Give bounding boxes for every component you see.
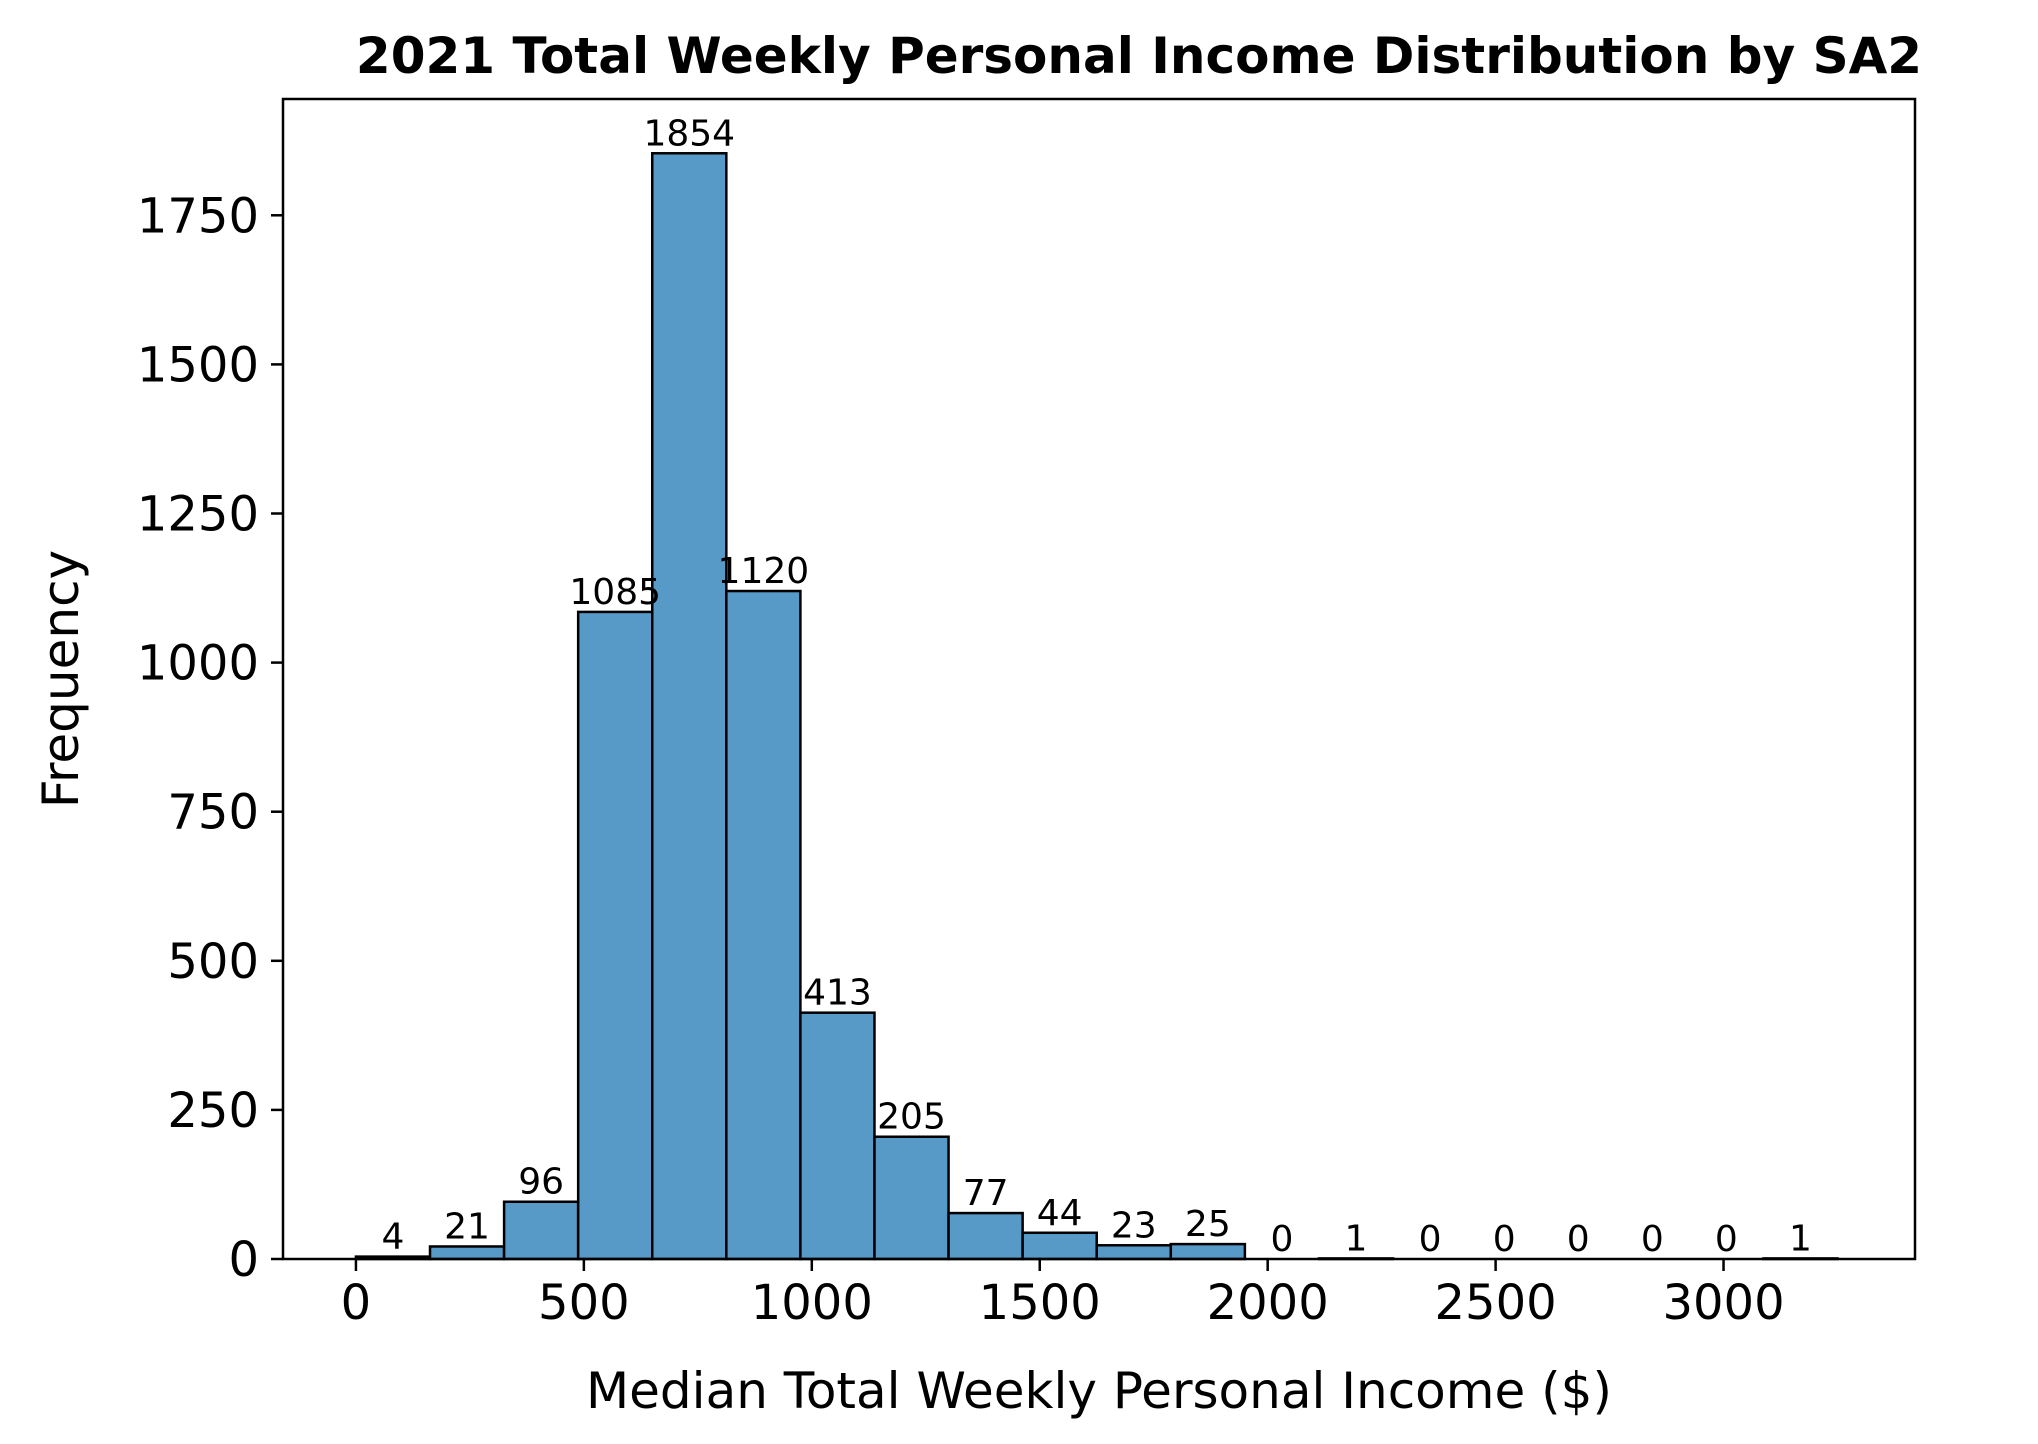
bar-value-label: 0 <box>1567 1219 1590 1260</box>
bar-value-label: 0 <box>1493 1219 1516 1260</box>
y-tick-label: 0 <box>228 1232 259 1288</box>
histogram-bar <box>947 1211 1024 1261</box>
histogram-bar <box>799 1011 876 1261</box>
histogram-bar <box>873 1135 950 1261</box>
data-labels-group: 4 21 96 1085 1854 1120 413 205 77 44 23 25 0 1 0 0 0 0 0 1 <box>382 113 1812 1260</box>
histogram-bar <box>576 610 654 1261</box>
bar-value-label: 1 <box>1789 1218 1812 1259</box>
bar-value-label: 96 <box>518 1162 564 1203</box>
x-tick-label: 1500 <box>979 1275 1101 1331</box>
bar-value-label: 44 <box>1037 1193 1083 1234</box>
bar-value-label: 413 <box>803 973 872 1014</box>
bar-value-label: 0 <box>1715 1219 1738 1260</box>
y-axis: 0 250 500 750 1000 1250 1500 1750 <box>137 188 283 1288</box>
x-tick-label: 3000 <box>1662 1275 1784 1331</box>
bar-value-label: 77 <box>963 1173 1009 1214</box>
x-tick-label: 2000 <box>1207 1275 1329 1331</box>
histogram-bar <box>428 1245 506 1261</box>
histogram-bar <box>1169 1242 1247 1261</box>
x-tick-label: 0 <box>341 1275 372 1331</box>
y-tick-label: 1500 <box>137 337 259 393</box>
bar-value-label: 4 <box>382 1217 405 1258</box>
bar-value-label: 1085 <box>569 572 661 613</box>
bar-value-label: 0 <box>1270 1219 1293 1260</box>
histogram-bar <box>651 152 728 1261</box>
histogram-bar <box>725 589 802 1261</box>
bar-value-label: 1120 <box>718 551 810 592</box>
bar-value-label: 23 <box>1111 1205 1157 1246</box>
bar-value-label: 25 <box>1185 1204 1231 1245</box>
bar-value-label: 0 <box>1641 1219 1664 1260</box>
histogram-bar <box>1021 1231 1098 1261</box>
y-tick-label: 1000 <box>137 636 259 692</box>
x-tick-label: 2500 <box>1435 1275 1557 1331</box>
bars-group <box>354 152 1839 1261</box>
bar-value-label: 1854 <box>643 113 735 154</box>
axes-frame <box>281 97 1917 1261</box>
y-tick-label: 1750 <box>137 188 259 244</box>
chart-title: 2021 Total Weekly Personal Income Distri… <box>356 27 1922 85</box>
x-axis-label: Median Total Weekly Personal Income ($) <box>586 1362 1612 1420</box>
y-tick-label: 250 <box>167 1083 259 1139</box>
histogram-bar <box>1095 1244 1173 1261</box>
x-axis: 0 500 1000 1500 2000 2500 3000 <box>341 1259 1785 1331</box>
bar-value-label: 1 <box>1345 1218 1368 1259</box>
y-tick-label: 500 <box>167 934 259 990</box>
x-tick-label: 500 <box>538 1275 630 1331</box>
bar-value-label: 205 <box>877 1097 946 1138</box>
y-axis-label: Frequency <box>32 550 90 808</box>
y-tick-label: 1250 <box>137 486 259 542</box>
x-tick-label: 1000 <box>751 1275 873 1331</box>
y-tick-label: 750 <box>167 785 259 841</box>
histogram-bar <box>502 1200 580 1261</box>
bar-value-label: 21 <box>444 1206 490 1247</box>
bar-value-label: 0 <box>1419 1219 1442 1260</box>
